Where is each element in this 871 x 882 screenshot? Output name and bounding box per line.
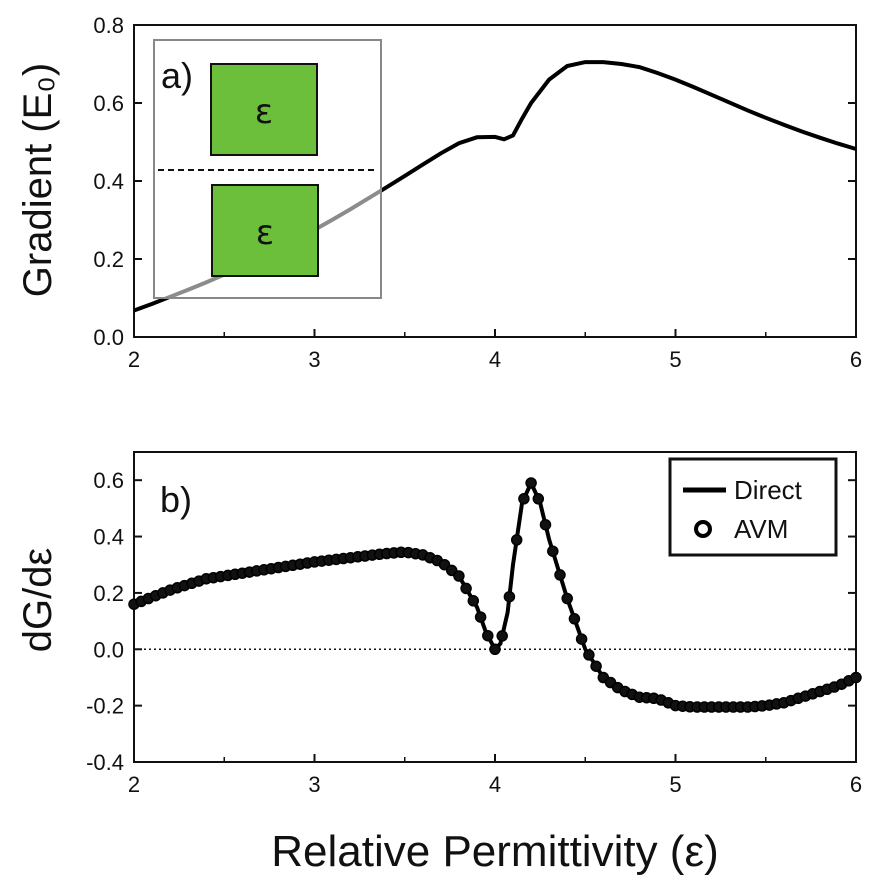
b-ytick-label: -0.2 bbox=[86, 694, 124, 719]
legend: Direct AVM bbox=[668, 457, 838, 557]
avm-marker bbox=[561, 592, 573, 605]
b-xtick-label: 5 bbox=[669, 772, 681, 797]
inset-upper-epsilon: ε bbox=[255, 92, 273, 132]
avm-marker bbox=[503, 590, 516, 603]
inset-lower-box bbox=[211, 184, 319, 277]
legend-avm-swatch bbox=[694, 520, 712, 538]
b-xtick-label: 4 bbox=[489, 772, 501, 797]
inset-upper-box bbox=[210, 63, 318, 156]
panel-b-ylabel: dG/dε bbox=[16, 548, 60, 653]
a-ytick-label: 0.4 bbox=[93, 169, 124, 194]
inset-lower-epsilon: ε bbox=[256, 213, 274, 253]
a-ytick-label: 0.8 bbox=[93, 13, 124, 38]
a-xtick-label: 2 bbox=[128, 347, 140, 372]
legend-direct-label: Direct bbox=[734, 475, 803, 505]
b-xtick-label: 6 bbox=[850, 772, 862, 797]
avm-marker bbox=[460, 582, 472, 595]
inset-schematic: ε ε bbox=[153, 39, 382, 299]
legend-box bbox=[668, 457, 838, 557]
avm-marker bbox=[850, 671, 862, 684]
avm-marker bbox=[583, 649, 595, 661]
b-xtick-label: 2 bbox=[128, 772, 140, 797]
a-ytick-label: 0.2 bbox=[93, 247, 124, 272]
avm-marker bbox=[474, 611, 487, 623]
panel-b: 2 3 4 5 6 -0.4 -0.2 0.0 0.2 0.4 0.6 b) dG/dε Relat… bbox=[16, 451, 862, 876]
avm-marker bbox=[532, 493, 545, 505]
avm-marker bbox=[554, 569, 566, 581]
avm-marker bbox=[453, 570, 465, 582]
a-ytick-label: 0.0 bbox=[93, 325, 124, 350]
panel-a-label: a) bbox=[161, 55, 193, 96]
avm-marker bbox=[482, 629, 494, 642]
avm-marker bbox=[590, 660, 602, 672]
avm-marker bbox=[518, 493, 530, 505]
panel-b-label: b) bbox=[160, 479, 192, 520]
legend-avm-label: AVM bbox=[734, 514, 788, 544]
avm-marker bbox=[575, 633, 588, 645]
avm-marker bbox=[467, 595, 480, 607]
avm-marker bbox=[525, 477, 537, 489]
a-xtick-label: 5 bbox=[669, 347, 681, 372]
b-ytick-label: 0.6 bbox=[93, 468, 124, 493]
a-xtick-label: 3 bbox=[308, 347, 320, 372]
avm-marker bbox=[547, 545, 559, 557]
avm-marker bbox=[568, 613, 581, 625]
a-xtick-label: 4 bbox=[489, 347, 501, 372]
b-ytick-label: -0.4 bbox=[86, 750, 124, 775]
avm-markers bbox=[128, 477, 862, 713]
b-ytick-label: 0.0 bbox=[93, 637, 124, 662]
avm-marker bbox=[539, 518, 552, 531]
avm-marker bbox=[510, 534, 523, 546]
panel-a-ylabel: Gradient (E₀) bbox=[16, 63, 60, 297]
a-ytick-label: 0.6 bbox=[93, 91, 124, 116]
avm-marker bbox=[496, 630, 508, 642]
avm-marker bbox=[489, 643, 501, 656]
b-xtick-label: 3 bbox=[308, 772, 320, 797]
b-ytick-label: 0.2 bbox=[93, 581, 124, 606]
xlabel: Relative Permittivity (ε) bbox=[271, 827, 718, 876]
b-ytick-label: 0.4 bbox=[93, 525, 124, 550]
a-xtick-label: 6 bbox=[850, 347, 862, 372]
panel-a: 2 3 4 5 6 0.0 0.2 0.4 0.6 0.8 ε ε a) Gradient (E₀… bbox=[16, 13, 862, 372]
